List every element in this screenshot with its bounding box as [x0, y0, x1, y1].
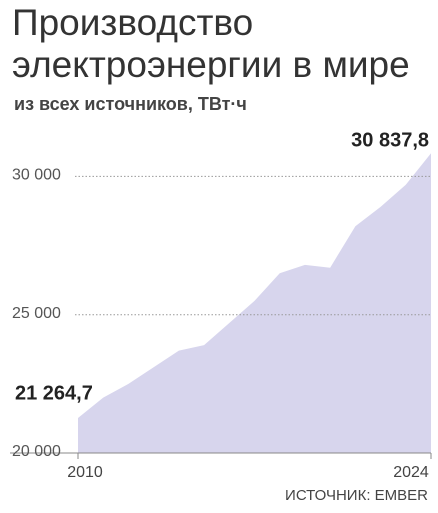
x-tick-label: 2010: [67, 464, 103, 481]
y-tick-label: 30 000: [12, 167, 61, 184]
chart-subtitle: из всех источников, ТВт·ч: [14, 94, 247, 114]
x-tick-label: 2024: [393, 464, 429, 481]
chart-title: Производство электроэнергии в мире: [12, 2, 410, 85]
source: ИСТОЧНИК: EMBER: [285, 487, 428, 504]
value-label: 30 837,8: [351, 130, 429, 152]
y-tick-label: 20 000: [12, 443, 61, 460]
area: [78, 153, 431, 453]
value-label: 21 264,7: [15, 382, 93, 404]
y-tick-label: 25 000: [12, 305, 61, 322]
